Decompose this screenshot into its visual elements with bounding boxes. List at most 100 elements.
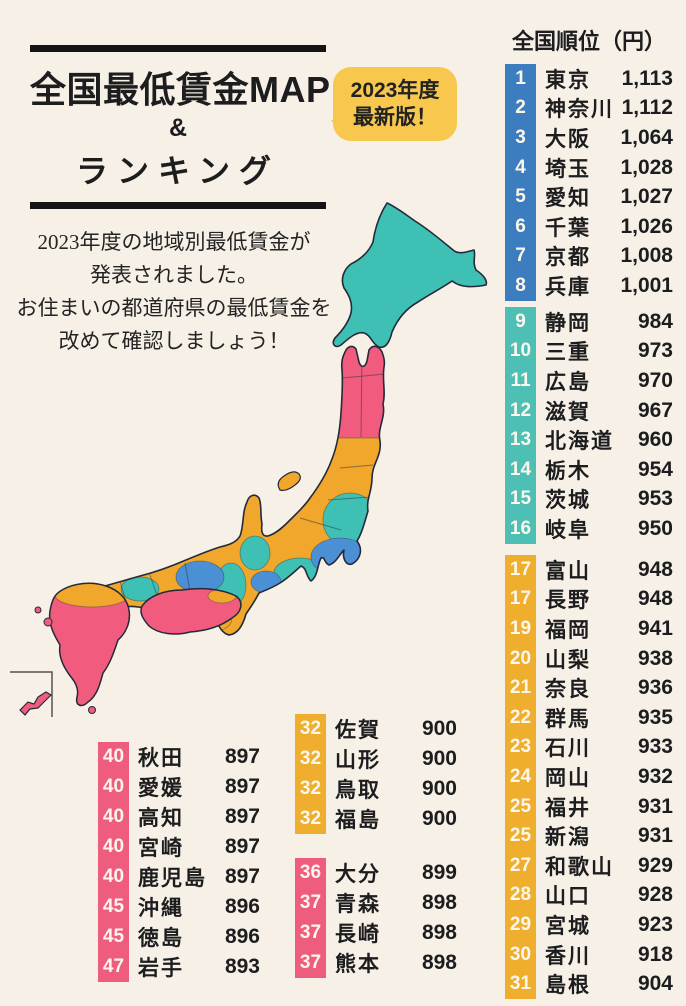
title-block: 全国最低賃金MAP & ランキング [30, 45, 331, 209]
ranking-row: 37 長崎 898 [295, 918, 457, 948]
rank-badge: 1 [505, 64, 536, 94]
ranking-row: 45 徳島 896 [98, 922, 260, 952]
wage-value: 1,028 [620, 155, 673, 179]
rank-badge: 6 [505, 211, 536, 242]
wage-value: 899 [421, 861, 457, 884]
rank-badge: 36 [295, 858, 326, 888]
wage-value: 967 [637, 398, 673, 422]
prefecture-name: 埼玉 [545, 157, 591, 181]
wage-value: 932 [637, 764, 673, 788]
wage-value: 897 [224, 745, 260, 768]
rank-badge: 16 [505, 514, 536, 544]
ranking-row: 47 岩手 893 [98, 952, 260, 982]
rank-badge: 15 [505, 484, 536, 515]
wage-value: 948 [637, 557, 673, 581]
ranking-row: 20 山梨 938 [505, 643, 673, 674]
wage-value: 960 [637, 428, 673, 452]
rank-badge: 32 [295, 804, 326, 834]
ranking-row: 17 富山 948 [505, 555, 673, 585]
rank-badge: 40 [98, 772, 129, 802]
rank-badge: 32 [295, 744, 326, 774]
ranking-row: 30 香川 918 [505, 939, 673, 970]
page-title-ampersand: & [168, 114, 188, 142]
rank-badge: 37 [295, 888, 326, 918]
prefecture-name: 香川 [545, 944, 591, 968]
wage-value: 923 [637, 912, 673, 936]
prefecture-name: 福井 [545, 796, 591, 820]
rank-badge: 17 [505, 555, 536, 585]
ranking-group-9-16: 9 静岡 984 10 三重 973 11 広島 970 12 滋賀 967 13 北海道 960 14 栃木 9… [505, 307, 673, 544]
ranking-row: 9 静岡 984 [505, 307, 673, 337]
prefecture-name: 岐阜 [545, 518, 591, 542]
description: 2023年度の地域別最低賃金が 発表されました。 お住まいの都道府県の最低賃金を… [6, 226, 342, 358]
wage-value: 897 [224, 865, 260, 888]
rank-badge: 21 [505, 673, 536, 703]
edition-badge-year: 2023年度 [350, 79, 440, 102]
ranking-row: 16 岐阜 950 [505, 514, 673, 544]
prefecture-name: 佐賀 [335, 719, 381, 742]
rank-badge: 31 [505, 969, 536, 999]
ranking-row: 40 高知 897 [98, 802, 260, 832]
ranking-row: 2 神奈川 1,112 [505, 93, 673, 124]
rank-badge: 10 [505, 336, 536, 367]
ranking-row: 40 鹿児島 897 [98, 862, 260, 892]
rank-badge: 14 [505, 454, 536, 485]
prefecture-name: 高知 [138, 807, 184, 830]
wage-value: 928 [637, 883, 673, 907]
rank-badge: 47 [98, 952, 129, 982]
prefecture-name: 滋賀 [545, 400, 591, 424]
rank-badge: 11 [505, 366, 536, 396]
prefecture-name: 沖縄 [138, 897, 184, 920]
wage-value: 953 [637, 487, 673, 511]
prefecture-name: 熊本 [335, 953, 381, 976]
edition-badge: 2023年度 最新版！ [318, 67, 457, 141]
wage-value: 893 [224, 955, 260, 978]
wage-value: 938 [637, 646, 673, 670]
prefecture-name: 北海道 [545, 430, 614, 454]
rank-badge: 40 [98, 832, 129, 862]
wage-value: 941 [637, 616, 673, 640]
rank-badge: 25 [505, 821, 536, 851]
description-line: お住まいの都道府県の最低賃金を [16, 296, 332, 320]
ranking-row: 14 栃木 954 [505, 454, 673, 485]
ranking-row: 40 秋田 897 [98, 742, 260, 772]
ranking-header: 全国順位（円） [511, 29, 666, 54]
title-bottom-rule [30, 202, 326, 209]
prefecture-name: 千葉 [545, 216, 591, 240]
wage-value: 1,027 [620, 185, 673, 209]
prefecture-name: 京都 [545, 246, 591, 270]
ranking-row: 32 山形 900 [295, 744, 457, 774]
page-title-line1: 全国最低賃金MAP [30, 69, 331, 110]
rank-badge: 45 [98, 922, 129, 952]
rank-badge: 29 [505, 910, 536, 940]
ranking-row: 19 福岡 941 [505, 614, 673, 644]
ranking-row: 4 埼玉 1,028 [505, 152, 673, 183]
rank-badge: 24 [505, 762, 536, 792]
ranking-row: 1 東京 1,113 [505, 64, 673, 94]
rank-badge: 19 [505, 614, 536, 644]
rank-badge: 30 [505, 939, 536, 970]
map-region-kanto [310, 537, 370, 577]
ranking-row: 12 滋賀 967 [505, 395, 673, 426]
prefecture-name: 和歌山 [545, 855, 614, 879]
ranking-row: 24 岡山 932 [505, 762, 673, 792]
edition-badge-label: 最新版！ [353, 106, 437, 129]
rank-badge: 23 [505, 732, 536, 763]
map-region-hiroshima [120, 576, 160, 602]
wage-value: 897 [224, 805, 260, 828]
description-line: 発表されました。 [90, 263, 258, 287]
rank-badge: 28 [505, 880, 536, 911]
map-islet-west-1 [43, 617, 53, 627]
okinawa-inset-frame [10, 671, 53, 717]
ranking-row: 5 愛知 1,027 [505, 182, 673, 212]
description-line: 改めて確認しましょう！ [58, 329, 290, 353]
wage-value: 918 [637, 942, 673, 966]
ranking-group-40-47: 40 秋田 897 40 愛媛 897 40 高知 897 40 宮崎 897 40 鹿児島 897 45 沖縄… [98, 742, 260, 982]
ranking-row: 32 福島 900 [295, 804, 457, 834]
page-title-line2: ランキング [75, 153, 281, 189]
prefecture-name: 愛知 [545, 187, 591, 211]
rank-badge: 32 [295, 714, 326, 744]
prefecture-name: 秋田 [138, 747, 184, 770]
map-islet-west-2 [34, 606, 42, 614]
rank-badge: 3 [505, 123, 536, 153]
